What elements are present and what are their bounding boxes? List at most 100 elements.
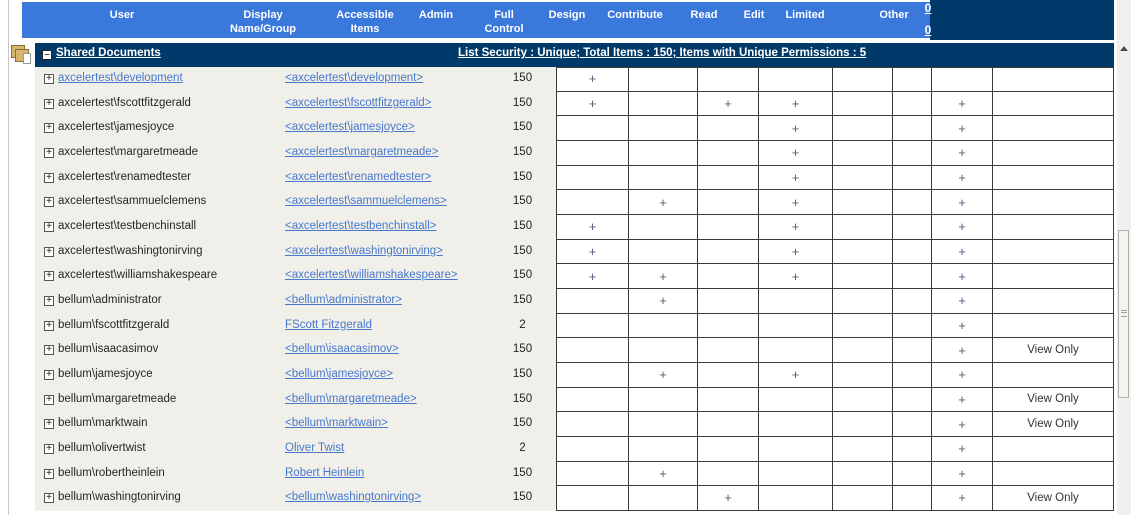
copy-documents-icon[interactable]	[11, 45, 35, 65]
permission-cell-design	[698, 116, 759, 141]
display-name-link[interactable]: <axcelertest\fscottfitzgerald>	[285, 96, 432, 109]
permission-cell-contribute: +	[759, 239, 833, 265]
user-name: bellum\isaacasimov	[58, 343, 159, 356]
permission-cell-edit	[893, 190, 932, 215]
permission-cells: +	[556, 67, 1114, 92]
expand-plus-icon[interactable]: +	[44, 345, 54, 356]
expand-plus-icon[interactable]: +	[44, 320, 54, 331]
permission-cell-limited: +	[932, 387, 993, 413]
permission-cell-contribute	[759, 313, 833, 339]
expand-plus-icon[interactable]: +	[44, 74, 54, 84]
display-name-link[interactable]: <bellum\marktwain>	[285, 417, 388, 430]
permission-cell-read	[833, 116, 893, 141]
permission-cell-contribute: +	[759, 140, 833, 166]
accessible-items-count: 150	[512, 392, 533, 405]
scrollbar-up-arrow-icon[interactable]	[1120, 46, 1128, 51]
display-name-link[interactable]: <axcelertest\sammuelclemens>	[285, 195, 447, 208]
permission-cell-limited: +	[932, 461, 993, 487]
permission-cell-other	[993, 190, 1114, 215]
permission-cell-admin	[557, 190, 629, 215]
permission-cell-full-control	[629, 91, 698, 117]
collapse-minus-icon[interactable]: −	[42, 50, 52, 61]
user-name: axcelertest\margaretmeade	[58, 145, 198, 158]
permission-cell-read	[833, 486, 893, 511]
expand-plus-icon[interactable]: +	[44, 123, 54, 134]
accessible-items-count: 150	[512, 195, 533, 208]
permission-cell-limited: +	[932, 436, 993, 462]
header-col-display-name-group: Display Name/Group	[229, 9, 297, 35]
permission-cell-edit	[893, 288, 932, 314]
permission-cell-full-control	[629, 412, 698, 437]
header-col-read: Read	[690, 9, 718, 21]
expand-plus-icon[interactable]: +	[44, 98, 54, 109]
display-name-link[interactable]: <axcelertest\testbenchinstall>	[285, 219, 437, 232]
display-name-link[interactable]: <bellum\jamesjoyce>	[285, 367, 394, 380]
permission-cells: + + +	[556, 190, 1114, 215]
display-name-link[interactable]: <bellum\margaretmeade>	[285, 392, 417, 405]
expand-plus-icon[interactable]: +	[44, 197, 54, 208]
zero-count-link-top[interactable]: 0	[924, 1, 932, 15]
display-name-link[interactable]: <axcelertest\margaretmeade>	[285, 145, 439, 158]
permission-cell-design	[698, 264, 759, 289]
permission-cell-design	[698, 461, 759, 487]
expand-plus-icon[interactable]: +	[44, 246, 54, 257]
user-name: axcelertest\sammuelclemens	[58, 195, 207, 208]
user-name: bellum\marktwain	[58, 417, 148, 430]
permission-cell-other	[993, 67, 1114, 92]
accessible-items-count: 150	[512, 269, 533, 282]
accessible-items-count: 150	[512, 219, 533, 232]
display-name-link[interactable]: <bellum\washingtonirving>	[285, 491, 422, 504]
shared-documents-link[interactable]: Shared Documents	[56, 47, 161, 59]
header-col-accessible-items: Accessible Items	[336, 9, 394, 35]
expand-plus-icon[interactable]: +	[44, 221, 54, 232]
expand-plus-icon[interactable]: +	[44, 295, 54, 306]
permission-cell-read	[833, 91, 893, 117]
expand-plus-icon[interactable]: +	[44, 493, 54, 504]
list-security-summary-link[interactable]: List Security : Unique; Total Items : 15…	[458, 47, 867, 59]
permission-cell-contribute: +	[759, 190, 833, 215]
expand-plus-icon[interactable]: +	[44, 271, 54, 282]
permission-cell-limited: +	[932, 239, 993, 265]
permission-cell-limited: +	[932, 264, 993, 289]
permission-cell-design	[698, 214, 759, 240]
permission-cell-other	[993, 264, 1114, 289]
row-left-background	[35, 264, 556, 289]
display-name-link[interactable]: <axcelertest\williamshakespeare>	[285, 269, 458, 282]
scrollbar-thumb[interactable]	[1118, 230, 1129, 398]
table-row: + axcelertest\renamedtester <axcelertest…	[0, 165, 1114, 191]
left-gutter-divider	[8, 0, 9, 515]
display-name-link[interactable]: <axcelertest\development>	[285, 72, 424, 84]
accessible-items-count: 150	[512, 72, 533, 84]
row-left-background	[35, 461, 556, 487]
expand-plus-icon[interactable]: +	[44, 147, 54, 158]
user-name: axcelertest\williamshakespeare	[58, 269, 218, 282]
display-name-link[interactable]: <bellum\administrator>	[285, 293, 402, 306]
expand-plus-icon[interactable]: +	[44, 419, 54, 430]
permission-cell-design	[698, 288, 759, 314]
display-name-link[interactable]: FScott Fitzgerald	[285, 318, 372, 331]
display-name-link[interactable]: <bellum\isaacasimov>	[285, 343, 399, 356]
display-name-link[interactable]: Oliver Twist	[285, 441, 345, 454]
display-name-link[interactable]: <axcelertest\jamesjoyce>	[285, 121, 415, 134]
table-row: + axcelertest\fscottfitzgerald <axcelert…	[0, 91, 1114, 117]
permission-cell-admin	[557, 486, 629, 511]
permission-cells: + +	[556, 116, 1114, 141]
permission-cell-limited: +	[932, 313, 993, 339]
scrollbar-grip-icon	[1121, 310, 1127, 317]
permission-cell-limited: +	[932, 91, 993, 117]
display-name-link[interactable]: <axcelertest\renamedtester>	[285, 170, 432, 183]
zero-count-link-bottom[interactable]: 0	[924, 23, 932, 37]
permission-cell-limited: +	[932, 338, 993, 363]
expand-plus-icon[interactable]: +	[44, 172, 54, 183]
row-left-background	[35, 91, 556, 117]
row-left-background	[35, 313, 556, 339]
expand-plus-icon[interactable]: +	[44, 369, 54, 380]
display-name-link[interactable]: <axcelertest\washingtonirving>	[285, 244, 443, 257]
expand-plus-icon[interactable]: +	[44, 443, 54, 454]
user-name[interactable]: axcelertest\development	[58, 72, 183, 84]
vertical-scrollbar[interactable]	[1117, 0, 1131, 515]
permission-cell-other	[993, 362, 1114, 388]
display-name-link[interactable]: Robert Heinlein	[285, 466, 365, 479]
expand-plus-icon[interactable]: +	[44, 394, 54, 405]
expand-plus-icon[interactable]: +	[44, 468, 54, 479]
